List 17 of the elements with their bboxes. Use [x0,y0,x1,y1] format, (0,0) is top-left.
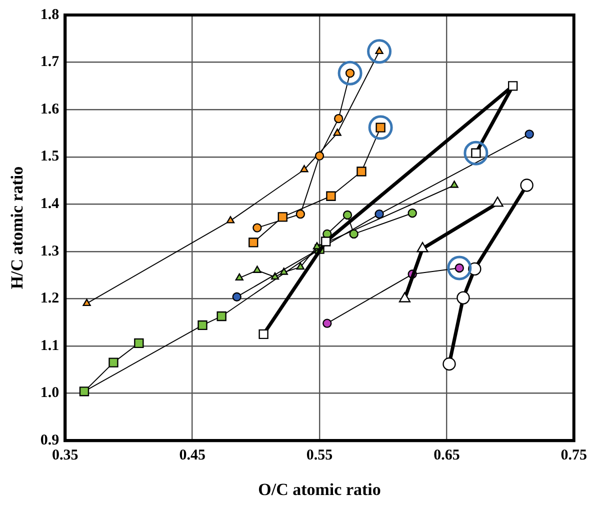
y-tick-label: 0.9 [40,432,60,448]
y-tick-label: 1.6 [40,101,60,118]
y-tick-label: 1.1 [40,338,60,354]
x-tick-label: 0.65 [434,447,460,464]
y-tick-label: 1.8 [40,6,60,23]
y-tick-label: 1.0 [40,385,60,402]
y-tick-label: 1.5 [40,148,60,165]
y-axis-title: H/C atomic ratio [8,166,27,290]
x-axis-title: O/C atomic ratio [258,480,381,500]
x-tick-label: 0.35 [52,447,78,464]
y-tick-label: 1.4 [40,196,60,212]
x-tick-label: 0.75 [560,447,587,464]
x-tick-label: 0.45 [179,447,206,464]
y-tick-label: 1.7 [40,54,60,70]
y-tick-label: 1.2 [40,290,60,307]
x-tick-label: 0.55 [306,447,333,464]
y-tick-label: 1.3 [40,243,60,260]
